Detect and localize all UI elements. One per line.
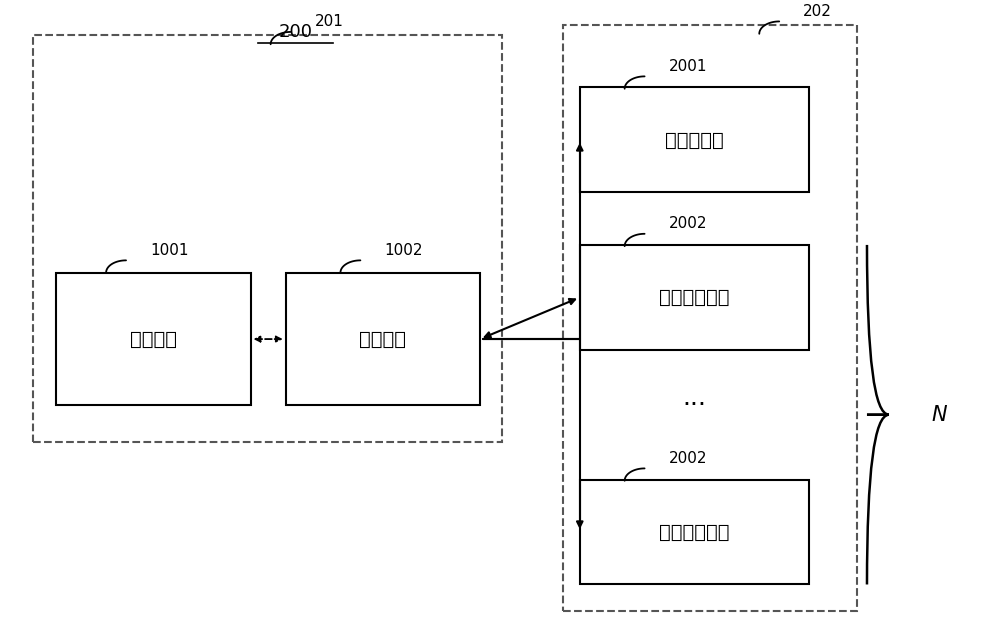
Text: 辅助通信单元: 辅助通信单元 xyxy=(659,523,730,541)
Bar xyxy=(33,35,502,443)
Bar xyxy=(56,273,251,406)
Text: 控制单元: 控制单元 xyxy=(130,329,177,349)
Text: 主通信单元: 主通信单元 xyxy=(665,130,724,150)
Bar xyxy=(580,480,809,585)
Text: 2001: 2001 xyxy=(669,59,707,74)
Text: ···: ··· xyxy=(682,393,706,418)
Text: 2002: 2002 xyxy=(669,217,707,232)
Bar xyxy=(580,245,809,350)
Text: 辅助通信单元: 辅助通信单元 xyxy=(659,288,730,307)
Bar xyxy=(286,273,480,406)
Text: 2002: 2002 xyxy=(669,451,707,466)
Text: 1001: 1001 xyxy=(150,243,188,258)
Text: 控制电路: 控制电路 xyxy=(359,329,406,349)
Text: N: N xyxy=(931,404,947,424)
Bar xyxy=(563,24,857,611)
Text: 1002: 1002 xyxy=(384,243,423,258)
Bar xyxy=(580,88,809,192)
Text: 201: 201 xyxy=(315,14,343,29)
Text: 202: 202 xyxy=(803,4,832,19)
Text: 200: 200 xyxy=(279,23,313,41)
